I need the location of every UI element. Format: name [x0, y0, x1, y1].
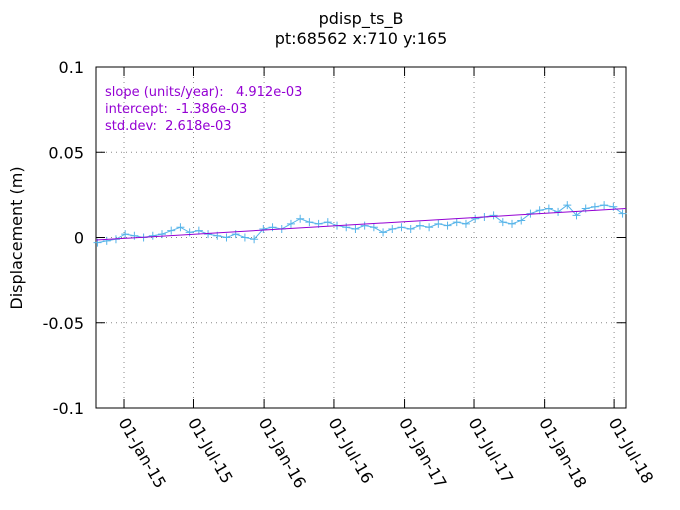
data-point: [360, 221, 369, 230]
x-tick-label: 01-Jul-18: [605, 415, 658, 487]
data-point: [240, 233, 249, 242]
data-point: [148, 231, 157, 240]
data-point: [452, 218, 461, 227]
data-point: [508, 219, 517, 228]
x-tick-label: 01-Jul-17: [465, 415, 518, 487]
data-point: [535, 206, 544, 215]
chart-subtitle: pt:68562 x:710 y:165: [275, 29, 448, 48]
x-tick-label: 01-Jan-17: [395, 415, 450, 492]
data-point: [425, 223, 434, 232]
data-point: [618, 209, 627, 218]
annotation: std.dev: 2.618e-03: [105, 119, 232, 134]
data-point: [305, 218, 314, 227]
data-point: [443, 221, 452, 230]
x-tick-label: 01-Jan-18: [535, 415, 590, 492]
data-point: [342, 223, 351, 232]
data-point: [461, 219, 470, 228]
data-point: [204, 230, 213, 239]
y-tick-label: -0.05: [43, 314, 84, 333]
data-point: [406, 224, 415, 233]
x-tick-label: 01-Jul-16: [324, 415, 377, 487]
data-point: [590, 202, 599, 211]
annotation: intercept: -1.386e-03: [105, 102, 247, 117]
data-point: [323, 218, 332, 227]
data-point: [563, 201, 572, 210]
y-axis-label: Displacement (m): [7, 166, 26, 309]
data-point: [471, 214, 480, 223]
data-point: [544, 204, 553, 213]
data-point: [489, 211, 498, 220]
data-point: [222, 233, 231, 242]
data-point: [517, 216, 526, 225]
data-point: [369, 223, 378, 232]
data-point: [176, 223, 185, 232]
data-point: [415, 221, 424, 230]
data-point: [379, 228, 388, 237]
data-point: [185, 228, 194, 237]
data-point: [102, 236, 111, 245]
x-tick-label: 01-Jan-15: [115, 415, 170, 492]
data-point: [121, 230, 130, 239]
data-point: [388, 224, 397, 233]
data-point: [158, 230, 167, 239]
fit-line: [95, 208, 627, 241]
y-tick-label: 0: [74, 229, 84, 248]
x-tick-label: 01-Jan-16: [255, 415, 310, 492]
y-tick-label: 0.05: [48, 143, 84, 162]
data-point: [600, 201, 609, 210]
data-point: [296, 214, 305, 223]
data-point: [167, 226, 176, 235]
data-point: [498, 218, 507, 227]
x-tick-label: 01-Jul-15: [184, 415, 237, 487]
data-point: [250, 235, 259, 244]
plot-border: [95, 66, 627, 409]
data-point: [194, 226, 203, 235]
data-point: [351, 224, 360, 233]
chart-title: pdisp_ts_B: [319, 9, 404, 29]
data-line: [97, 204, 623, 244]
y-tick-label: -0.1: [53, 399, 84, 418]
y-tick-label: 0.1: [59, 58, 84, 77]
data-point: [572, 211, 581, 220]
data-point: [397, 223, 406, 232]
annotation: slope (units/year): 4.912e-03: [105, 85, 302, 100]
data-point: [259, 224, 268, 233]
data-point: [286, 219, 295, 228]
data-point: [130, 231, 139, 240]
data-point: [434, 219, 443, 228]
